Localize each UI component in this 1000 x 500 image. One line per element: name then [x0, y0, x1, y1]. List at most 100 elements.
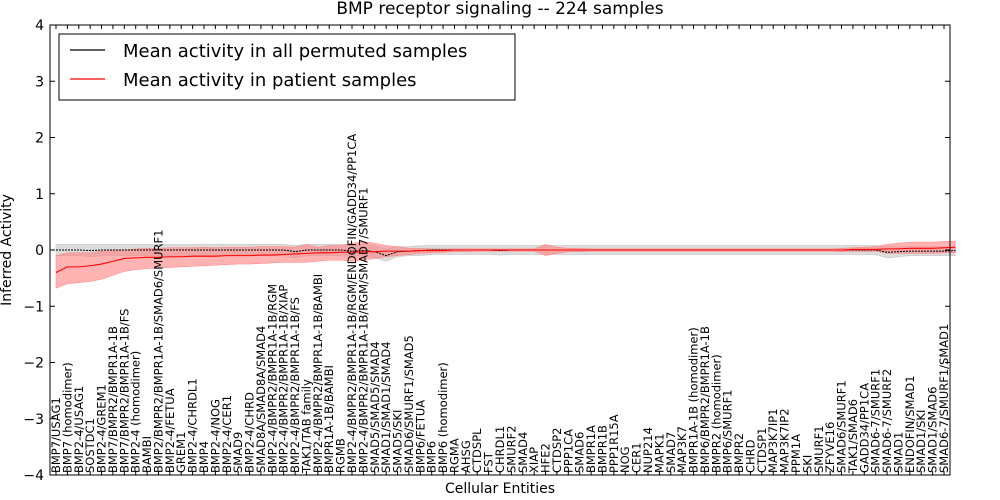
x-tick-label: BMP2-4/BMPR2/BMPR1A-1B/FS	[288, 297, 302, 473]
x-tick-label: BMP2-4 (homodimer)	[129, 351, 143, 473]
x-tick-label: SMAD1/SMAD1/SMAD4	[379, 341, 393, 473]
x-tick-label: BMP6 (homodimer)	[436, 362, 450, 473]
x-tick-label: BMP2-4/BMPR2/BMPR1A-1B/RGM	[265, 284, 279, 473]
x-tick-label: BMP7 (homodimer)	[60, 362, 74, 473]
x-tick-label: BAMBI	[140, 436, 154, 473]
x-tick-label: PPP1R15A	[607, 414, 621, 473]
x-tick-label: SMAD1	[891, 432, 905, 473]
x-tick-label: BMP2-4/BMPR2/BMPR1A-1B/XIAP	[277, 285, 291, 473]
x-tick-label: RGMB	[334, 438, 348, 473]
series-line-patient	[55, 246, 956, 273]
x-tick-label: TAK1/SMAD6	[846, 399, 860, 474]
x-tick-label: CTDSP2	[550, 428, 564, 473]
series-lines	[55, 246, 956, 273]
x-tick-label: SMAD1/SKI	[914, 410, 928, 473]
x-tick-label: SKI	[800, 455, 814, 473]
x-tick-label: BMP2-4/USAG1	[72, 386, 86, 473]
x-tick-label: BMP2-4/BMPR2/BMPR1A-1B/RGM/SMAD7/SMURF1	[356, 187, 370, 473]
x-tick-label: BMP7/BMPR2/BMPR1A-1B/FS	[117, 309, 131, 473]
x-tick-label: FST	[482, 451, 496, 473]
x-tick-label: SMAD7	[664, 432, 678, 473]
x-tick-label: BMPR1A	[584, 425, 598, 473]
x-tick-label: PPM1A	[789, 434, 803, 473]
x-tick-label: BMP4	[197, 441, 211, 473]
x-axis-label: Cellular Entities	[445, 481, 555, 497]
x-tick-label: BMP2-4/NOG	[208, 399, 222, 473]
x-tick-label: BMPR1A-1B (homodimer)	[687, 327, 701, 473]
x-tick-label: AHSG	[459, 440, 473, 473]
legend-label-patient: Mean activity in patient samples	[123, 70, 417, 91]
x-tick-label: BMPR2	[732, 433, 746, 473]
legend: Mean activity in all permuted samples Me…	[58, 33, 516, 101]
x-tick-label: BMPR2 (homodimer)	[709, 354, 723, 473]
x-tick-label: SMAD6-7/SMURF2	[880, 369, 894, 473]
y-tick-label: −3	[23, 412, 44, 428]
band-patient	[55, 240, 956, 289]
x-tick-label: XIAP	[527, 447, 541, 473]
x-tick-label: SMAD9	[231, 432, 245, 473]
x-tick-label: BMP6	[425, 441, 439, 473]
x-tick-label: RGMA	[447, 438, 461, 473]
y-axis: −4 −3 −2 −1 0 1 2 3 4	[23, 18, 950, 484]
x-tick-label: SMAD6/SMURF1	[835, 380, 849, 473]
y-tick-label: 2	[35, 131, 44, 147]
x-tick-label: ENDOFIN/SMAD1	[903, 375, 917, 473]
x-tick-label: BMP2-4/FETUA	[163, 388, 177, 473]
x-tick-label: BMP7/USAG1	[49, 397, 63, 473]
x-tick-label: SMAD6	[573, 432, 587, 473]
x-tick-label: MAP3K7IP1	[766, 408, 780, 473]
x-tick-label: CHRD	[743, 439, 757, 473]
x-tick-label: SMAD5/SMAD5/SMAD4	[368, 341, 382, 473]
x-tick-label: BMPR1B	[595, 425, 609, 473]
x-tick-label: BMP7/BMPR2/BMPR1A-1B	[106, 326, 120, 473]
x-tick-label: CTDSPL	[470, 428, 484, 473]
x-tick-label: BMP6/BMPR2/BMPR1A-1B	[698, 326, 712, 473]
x-tick-label: BMPR1A-1B/BAMBI	[322, 365, 336, 473]
y-tick-label: −1	[23, 299, 44, 315]
y-tick-label: −2	[23, 356, 44, 372]
x-tick-label: GADD34/PP1CA	[857, 383, 871, 473]
x-tick-label: NOG	[618, 446, 632, 473]
x-tick-label: CTDSP1	[755, 428, 769, 473]
chart-title: BMP receptor signaling -- 224 samples	[336, 0, 663, 19]
y-tick-label: 4	[35, 18, 44, 34]
x-tick-label: CER1	[630, 442, 644, 473]
x-tick-label: BMP2-4/GREM1	[95, 384, 109, 473]
x-tick-label: BMP6/FETUA	[413, 400, 427, 473]
x-tick-label: SMAD6-7/SMURF1	[869, 369, 883, 473]
x-tick-label: BMP2-4/CHRDL1	[186, 378, 200, 473]
x-tick-label: SMAD4	[516, 432, 530, 473]
x-tick-label: BMP2-4/BMPR2/BMPR1A-1B/RGM/ENDOFIN/GADD3…	[345, 134, 359, 473]
x-tick-label: SMAD5/SKI	[391, 410, 405, 473]
legend-box	[58, 33, 516, 101]
x-tick-label: ZFYVE16	[823, 422, 837, 473]
y-tick-label: 3	[35, 74, 44, 90]
x-tick-label: MAPK1	[652, 433, 666, 473]
x-tick-label: MAP3K7IP2	[778, 408, 792, 473]
x-tick-label: SMAD6-7/SMURF1/SMAD1	[937, 324, 951, 473]
y-tick-label: −4	[23, 468, 44, 484]
x-tick-label: SMAD1/SMAD6	[926, 387, 940, 473]
x-tick-label: HFE2	[539, 443, 553, 473]
y-axis-label: Inferred Activity	[0, 194, 15, 306]
x-tick-label: GREM1	[174, 432, 188, 473]
x-tick-label: NUP214	[641, 427, 655, 473]
x-tick-label: BMP2-4/BMPR2/BMPR1A-1B/BAMBI	[311, 274, 325, 473]
x-tick-label: SMURF2	[504, 425, 518, 473]
y-tick-label: 0	[35, 243, 44, 259]
x-tick-label: SMURF1	[812, 425, 826, 473]
x-tick-label: BMP2/BMPR2/BMPR1A-1B/SMAD6/SMURF1	[151, 230, 165, 473]
x-tick-label: CHRDL1	[493, 426, 507, 473]
x-tick-label: TAK1/TAB family	[299, 379, 313, 474]
confidence-bands	[55, 240, 956, 289]
x-tick-label: SMAD8A/SMAD8A/SMAD4	[254, 326, 268, 473]
x-tick-label: SOSTDC1	[83, 418, 97, 473]
x-tick-label: BMP6/SMURF1	[721, 390, 735, 474]
x-tick-label: SMAD6/SMURF1/SMAD5	[402, 335, 416, 473]
x-tick-label: BMP2-4/CHRD	[243, 392, 257, 473]
y-tick-label: 1	[35, 187, 44, 203]
x-tick-label: MAP3K7	[675, 426, 689, 473]
x-tick-label: BMP2-4/CER1	[220, 395, 234, 473]
